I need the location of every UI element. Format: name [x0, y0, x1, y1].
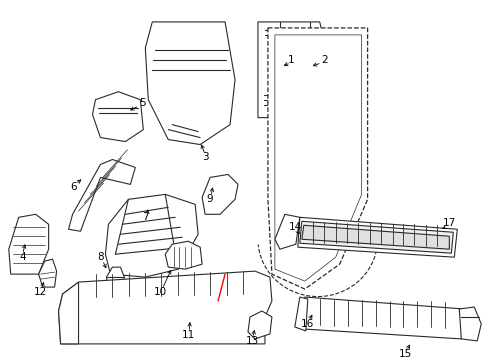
Polygon shape — [39, 259, 57, 287]
Circle shape — [264, 44, 320, 100]
Polygon shape — [68, 159, 135, 231]
Polygon shape — [59, 282, 79, 344]
Polygon shape — [302, 297, 463, 339]
Text: 14: 14 — [288, 222, 302, 232]
Polygon shape — [59, 271, 271, 344]
Polygon shape — [294, 297, 307, 331]
Polygon shape — [247, 311, 271, 339]
Text: 10: 10 — [153, 287, 166, 297]
Text: 8: 8 — [97, 252, 103, 262]
Text: 12: 12 — [34, 287, 47, 297]
Polygon shape — [299, 221, 452, 253]
Polygon shape — [258, 22, 331, 118]
Polygon shape — [297, 217, 456, 257]
Text: 4: 4 — [20, 252, 26, 262]
Circle shape — [249, 289, 260, 299]
Polygon shape — [301, 225, 448, 249]
Circle shape — [168, 103, 182, 117]
Polygon shape — [105, 194, 198, 277]
Ellipse shape — [173, 54, 203, 95]
Polygon shape — [274, 214, 299, 249]
Polygon shape — [145, 22, 235, 144]
Polygon shape — [106, 267, 124, 289]
Text: 1: 1 — [287, 55, 294, 65]
Polygon shape — [274, 35, 361, 281]
Polygon shape — [202, 175, 238, 214]
Text: 5: 5 — [139, 98, 145, 108]
Text: 3: 3 — [202, 153, 208, 162]
Polygon shape — [458, 307, 480, 341]
Text: 17: 17 — [442, 218, 455, 228]
Polygon shape — [92, 92, 143, 141]
Text: 13: 13 — [245, 336, 258, 346]
Text: 15: 15 — [398, 349, 411, 359]
Circle shape — [267, 47, 317, 97]
Circle shape — [285, 64, 300, 80]
Circle shape — [324, 63, 334, 73]
Circle shape — [103, 111, 121, 129]
Circle shape — [74, 323, 86, 335]
Text: 6: 6 — [70, 183, 77, 192]
Polygon shape — [165, 241, 202, 269]
Text: 2: 2 — [321, 55, 327, 65]
Circle shape — [270, 50, 314, 94]
Text: 7: 7 — [142, 212, 148, 222]
Circle shape — [274, 54, 310, 90]
Polygon shape — [9, 214, 48, 274]
Text: 9: 9 — [206, 194, 213, 204]
Polygon shape — [267, 28, 367, 289]
Text: 16: 16 — [301, 319, 314, 329]
Circle shape — [462, 317, 478, 333]
Text: 11: 11 — [181, 330, 194, 340]
